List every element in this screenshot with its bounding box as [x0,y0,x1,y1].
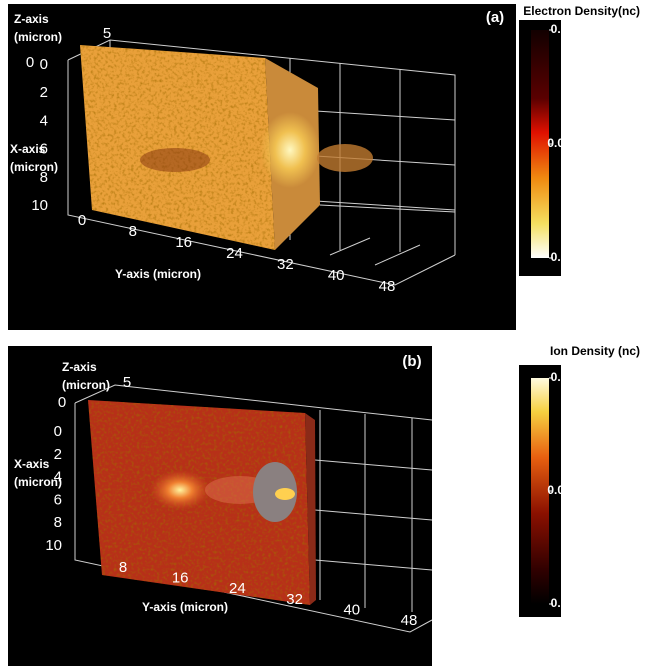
panel-label: (a) [486,9,504,26]
colorbar-tick-label: 0.0 [551,250,568,264]
colorbar-title: Electron Density(nc) [523,4,640,18]
grid-b [74,384,433,633]
x-axis-title: X-axis [14,457,50,471]
grid-a-front [319,204,456,213]
z-axis-title: Z-axis [62,360,97,374]
ion-block [88,400,316,605]
x-tick-label: 4 [54,469,62,486]
x-tick-label: 0 [40,56,48,73]
y-tick-label: 8 [129,223,137,240]
x-tick-label: 10 [31,197,48,214]
panel-label: (b) [402,353,421,370]
y-tick-label: 40 [328,267,345,284]
y-tick-label: 16 [175,234,192,251]
y-axis-title: Y-axis (micron) [115,267,201,281]
colorbar-title: Ion Density (nc) [550,344,640,358]
colorbar-tick-label: 0.05 [547,483,571,497]
colorbar [531,30,549,258]
z-tick-label: 5 [103,25,111,42]
x-tick-label: 8 [40,169,48,186]
x-tick-label: 0 [54,423,62,440]
x-tick-label: 10 [45,537,62,554]
colorbar [531,378,549,604]
z-axis-title: (micron) [14,30,62,44]
z-tick-label: 0 [26,54,34,71]
y-tick-label: 40 [343,601,360,618]
y-tick-label: 24 [229,580,246,597]
y-tick-label: 24 [226,245,243,262]
colorbar-tick-label: 0.05 [547,136,571,150]
z-tick-label: 0 [58,394,66,411]
x-axis-title: X-axis [10,142,46,156]
colorbar-tick-label: 0.1 [551,22,568,36]
colorbar-tick-label: 0.0 [551,596,568,610]
y-tick-label: 16 [172,570,189,587]
x-tick-label: 2 [40,84,48,101]
z-tick-label: 5 [123,374,131,391]
x-axis-title: (micron) [14,475,62,489]
electron-block [80,45,373,250]
z-axis-title: (micron) [62,378,110,392]
y-tick-label: 32 [277,256,294,273]
x-tick-label: 2 [54,446,62,463]
x-tick-label: 6 [40,141,48,158]
x-tick-label: 8 [54,514,62,531]
z-axis-title: Z-axis [14,12,49,26]
x-tick-label: 4 [40,112,48,129]
y-tick-label: 32 [286,591,303,608]
y-tick-label: 48 [379,278,396,295]
y-tick-label: 48 [401,612,418,629]
x-axis-title: (micron) [10,160,58,174]
colorbar-tick-label: 0.1 [551,370,568,384]
x-tick-label: 6 [54,491,62,508]
y-axis-title: Y-axis (micron) [142,600,228,614]
y-tick-label: 0 [78,212,86,229]
y-tick-label: 8 [119,559,127,576]
